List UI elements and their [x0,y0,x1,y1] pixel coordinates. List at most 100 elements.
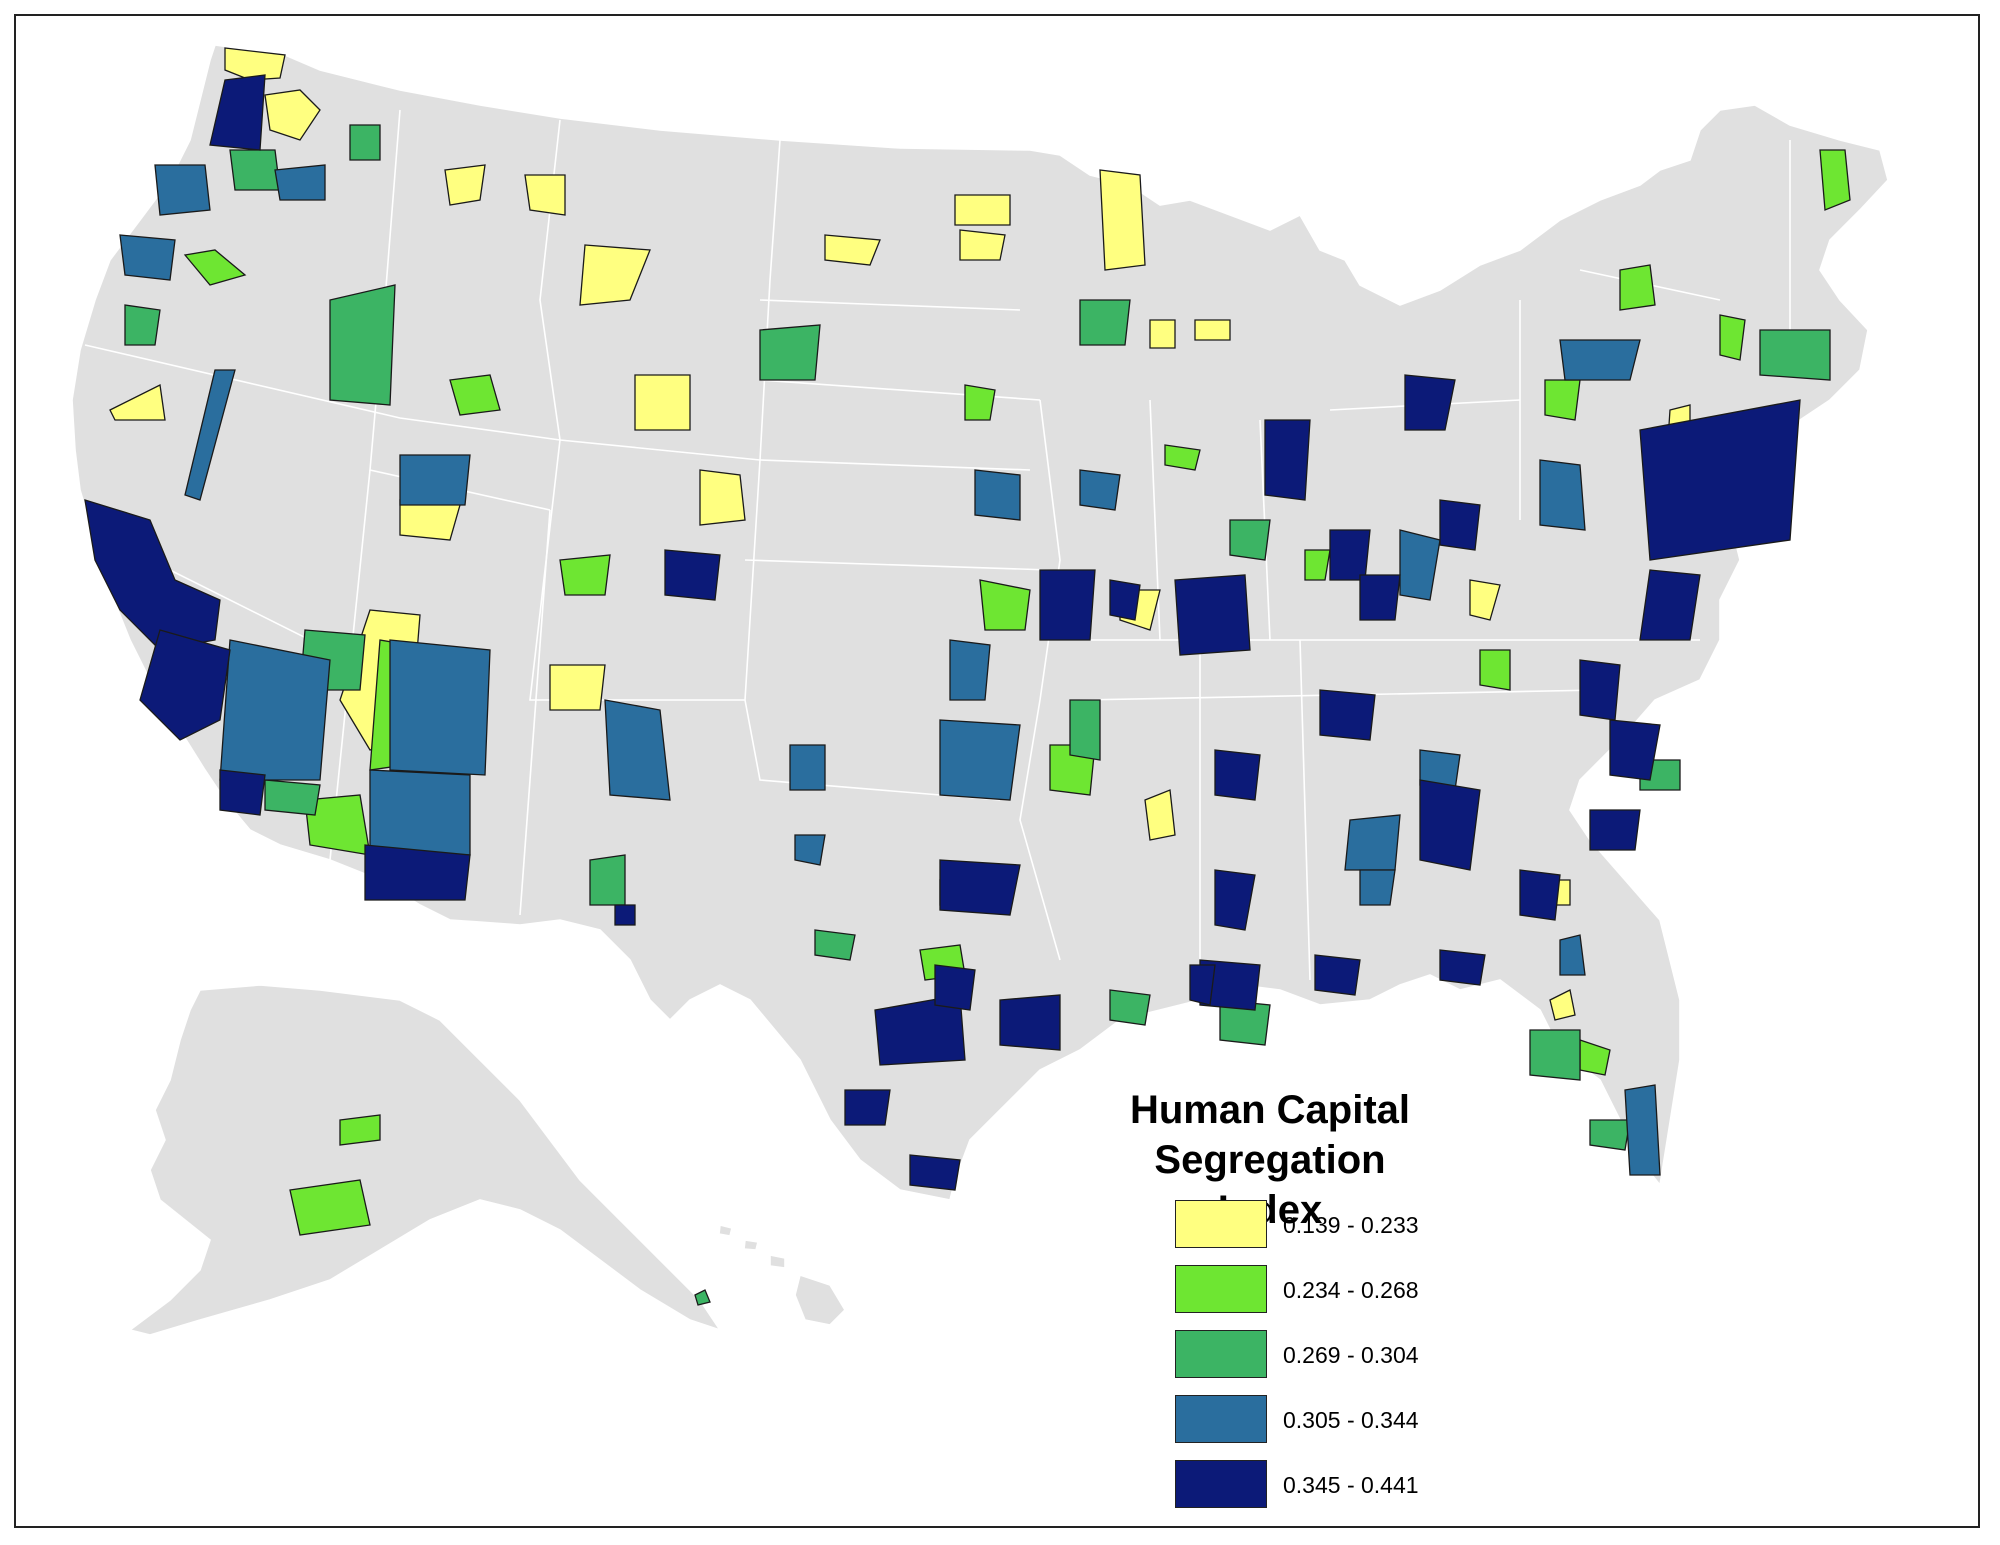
metro-area[interactable] [1164,444,1201,471]
metro-area[interactable] [209,74,266,151]
metro-area[interactable] [1439,949,1486,986]
metro-area[interactable] [699,469,746,526]
metro-area[interactable] [1079,469,1121,511]
metro-area[interactable] [109,384,166,421]
metro-area[interactable] [1109,989,1151,1026]
metro-area[interactable] [1174,574,1251,656]
metro-area[interactable] [814,929,856,961]
metro-area[interactable] [289,1179,371,1236]
metro-area[interactable] [84,499,221,651]
metro-area[interactable] [1099,169,1146,271]
metro-area[interactable] [794,834,826,866]
metro-area[interactable] [1319,689,1376,741]
metro-area[interactable] [364,844,471,901]
metro-area[interactable] [1589,809,1641,851]
metro-area[interactable] [874,994,966,1066]
metro-area[interactable] [1149,319,1176,349]
metro-area[interactable] [604,699,671,801]
metro-area[interactable] [999,994,1061,1051]
metro-area[interactable] [139,629,231,741]
metro-area[interactable] [1544,379,1581,421]
metro-area[interactable] [1229,519,1271,561]
metro-area[interactable] [1519,869,1561,921]
metro-area[interactable] [1109,579,1141,621]
metro-area[interactable] [1559,339,1641,381]
metro-area[interactable] [979,579,1031,631]
metro-area[interactable] [759,324,821,381]
metro-area[interactable] [789,744,826,791]
metro-area[interactable] [399,454,471,506]
metro-area[interactable] [1609,719,1661,781]
metro-area[interactable] [1759,329,1831,381]
metro-area[interactable] [959,229,1006,261]
metro-area[interactable] [1194,319,1231,341]
metro-area[interactable] [1419,779,1481,871]
metro-area[interactable] [559,554,611,596]
metro-area[interactable] [1304,549,1331,581]
metro-area[interactable] [949,639,991,701]
metro-area[interactable] [614,904,636,926]
metro-area[interactable] [1359,869,1396,906]
metro-area[interactable] [1579,659,1621,721]
metro-area[interactable] [329,284,396,406]
metro-area[interactable] [1079,299,1131,346]
metro-area[interactable] [844,1089,891,1126]
metro-area[interactable] [389,639,491,776]
metro-area[interactable] [939,719,1021,801]
metro-area[interactable] [349,124,381,161]
metro-area[interactable] [1479,649,1511,691]
metro-area[interactable] [934,964,976,1011]
metro-area[interactable] [964,384,996,421]
metro-area[interactable] [954,194,1011,226]
metro-area[interactable] [449,374,501,416]
metro-area[interactable] [184,369,236,501]
metro-area[interactable] [549,664,606,711]
metro-area[interactable] [1069,699,1101,761]
metro-area[interactable] [524,174,566,216]
metro-area[interactable] [229,149,281,191]
metro-area[interactable] [1214,749,1261,801]
metro-area[interactable] [369,769,471,856]
metro-area[interactable] [219,639,331,781]
metro-area[interactable] [1624,1084,1661,1176]
metro-area[interactable] [339,1114,381,1146]
metro-area[interactable] [1529,1029,1581,1081]
metro-area[interactable] [1639,569,1701,641]
metro-area[interactable] [444,164,486,206]
metro-area[interactable] [1619,264,1656,311]
metro-area[interactable] [1399,529,1441,601]
metro-area[interactable] [589,854,626,906]
metro-area[interactable] [219,769,266,816]
metro-area[interactable] [664,549,721,601]
metro-area[interactable] [1539,459,1586,531]
metro-area[interactable] [264,89,321,141]
metro-area[interactable] [974,469,1021,521]
metro-area[interactable] [1144,789,1176,841]
metro-area[interactable] [1639,399,1801,561]
metro-area[interactable] [1819,149,1851,211]
metro-area[interactable] [154,164,211,216]
metro-area[interactable] [119,234,176,281]
metro-area[interactable] [183,249,247,286]
metro-area[interactable] [1344,814,1401,871]
metro-area[interactable] [1189,964,1216,1006]
metro-area[interactable] [274,164,326,201]
metro-area[interactable] [824,234,881,266]
metro-area[interactable] [1329,529,1371,581]
metro-area[interactable] [634,374,691,431]
metro-area[interactable] [1549,989,1576,1021]
metro-area[interactable] [1469,579,1501,621]
metro-area[interactable] [579,244,651,306]
metro-area[interactable] [1264,419,1311,501]
metro-area[interactable] [1359,574,1401,621]
metro-area[interactable] [694,1289,711,1306]
metro-area[interactable] [264,779,321,816]
metro-area[interactable] [124,304,161,346]
metro-area[interactable] [1589,1119,1631,1151]
metro-area[interactable] [1039,569,1096,641]
metro-area[interactable] [399,499,461,541]
metro-area[interactable] [939,859,1021,916]
metro-area[interactable] [1314,954,1361,996]
metro-area[interactable] [1439,499,1481,551]
